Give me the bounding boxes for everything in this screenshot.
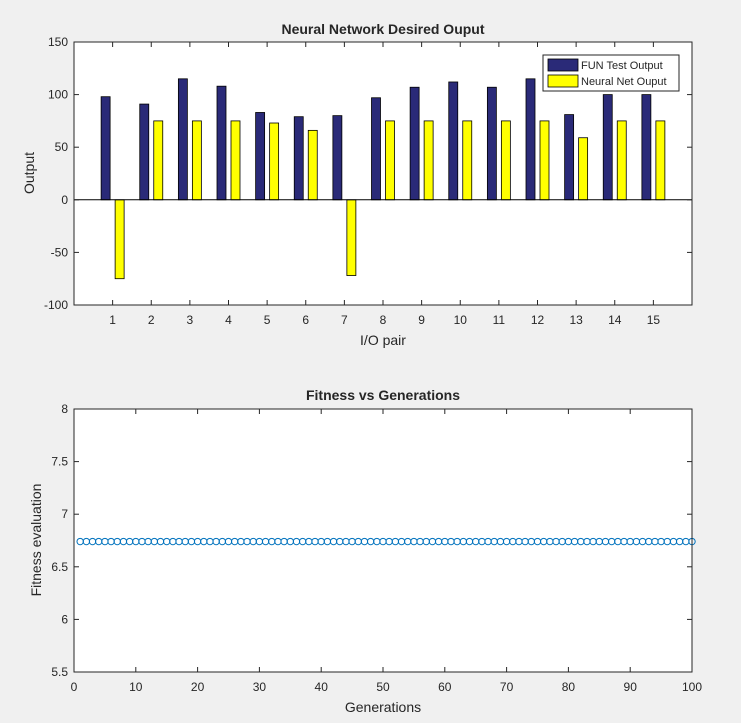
x-tick-label: 70 [500,680,514,694]
bar-neural-net-ouput-9 [423,120,434,201]
bar-neural-net-ouput-12 [539,120,550,201]
x-tick-label: 100 [682,680,702,694]
bar-fun-test-output-2 [139,103,150,201]
bar-fun-test-output-7 [332,115,343,201]
scatter-chart-y-ticks: 5.5 6 6.5 7 7.5 8 [51,402,692,679]
y-tick-label: 6 [61,612,68,626]
y-tick-label: 6.5 [51,560,68,574]
x-tick-label: 10 [129,680,143,694]
bar-fun-test-output-9 [409,86,420,201]
bar-neural-net-ouput-5 [269,122,280,201]
x-tick-label: 15 [647,313,661,327]
bar-neural-net-ouput-14 [616,120,627,201]
bar-fun-test-output-5 [255,112,266,201]
bar-fun-test-output-4 [216,85,227,201]
bar-fun-test-output-1 [100,96,111,201]
y-tick-label: 0 [61,193,68,207]
bar-neural-net-ouput-11 [500,120,511,201]
scatter-chart-x-axis-label: Generations [345,699,421,715]
x-tick-label: 13 [569,313,583,327]
x-tick-label: 2 [148,313,155,327]
scatter-chart-title: Fitness vs Generations [306,387,460,403]
y-tick-label: 8 [61,402,68,416]
legend: FUN Test Output Neural Net Ouput [542,54,680,92]
bar-neural-net-ouput-3 [191,120,202,201]
y-tick-label: 150 [48,35,68,49]
x-tick-label: 80 [562,680,576,694]
bar-fun-test-output-3 [177,78,188,201]
legend-label-neural-net-ouput: Neural Net Ouput [581,76,667,88]
bar-fun-test-output-6 [293,116,304,201]
x-tick-label: 9 [418,313,425,327]
bar-neural-net-ouput-7 [346,199,357,276]
x-tick-label: 1 [109,313,116,327]
bar-neural-net-ouput-13 [578,137,589,201]
bar-neural-net-ouput-1 [114,199,125,280]
x-tick-label: 60 [438,680,452,694]
x-tick-label: 8 [380,313,387,327]
x-tick-label: 0 [71,680,78,694]
y-tick-label: 7 [61,507,68,521]
x-tick-label: 5 [264,313,271,327]
x-tick-label: 20 [191,680,205,694]
bar-neural-net-ouput-2 [153,120,164,201]
scatter-chart: 5.5 6 6.5 7 7.5 8 0 10 20 30 40 50 60 70 80 90 100 Fitn… [28,387,702,715]
x-tick-label: 7 [341,313,348,327]
x-tick-label: 40 [315,680,329,694]
y-tick-label: 7.5 [51,455,68,469]
x-tick-label: 10 [454,313,468,327]
y-tick-label: 50 [55,140,69,154]
x-tick-label: 90 [624,680,638,694]
legend-swatch-fun-test-output [547,58,579,72]
scatter-chart-y-axis-label: Fitness evaluation [28,484,44,597]
y-tick-label: 5.5 [51,665,68,679]
bar-neural-net-ouput-6 [307,129,318,201]
scatter-chart-plot-area [74,409,692,672]
x-tick-label: 4 [225,313,232,327]
bar-chart-y-ticks: -100 -50 0 50 100 150 [44,35,692,312]
bar-fun-test-output-13 [564,114,575,201]
bar-fun-test-output-12 [525,78,536,201]
scatter-chart-x-ticks: 0 10 20 30 40 50 60 70 80 90 100 [71,409,702,694]
y-tick-label: -50 [51,245,69,259]
y-tick-label: 100 [48,88,68,102]
x-tick-label: 3 [187,313,194,327]
bar-chart-x-ticks: 1 2 3 4 5 6 7 8 9 10 11 12 13 14 15 [109,42,660,327]
bar-neural-net-ouput-4 [230,120,241,201]
bar-fun-test-output-10 [448,81,459,201]
bar-fun-test-output-8 [371,97,381,201]
bar-chart-x-axis-label: I/O pair [360,332,406,348]
y-tick-label: -100 [44,298,68,312]
bar-fun-test-output-14 [602,94,613,201]
legend-swatch-neural-net-ouput [547,74,579,88]
bar-neural-net-ouput-15 [655,120,666,201]
bar-chart-title: Neural Network Desired Ouput [281,21,484,37]
bar-chart-y-axis-label: Output [21,152,37,194]
legend-label-fun-test-output: FUN Test Output [581,60,663,72]
bar-neural-net-ouput-8 [385,120,395,201]
x-tick-label: 12 [531,313,545,327]
bar-fun-test-output-15 [641,94,652,201]
scatter-points [76,537,696,546]
x-tick-label: 14 [608,313,622,327]
x-tick-label: 50 [376,680,390,694]
x-tick-label: 6 [302,313,309,327]
x-tick-label: 30 [253,680,267,694]
x-tick-label: 11 [493,313,506,327]
bar-neural-net-ouput-10 [462,120,473,201]
bar-fun-test-output-11 [486,86,497,201]
